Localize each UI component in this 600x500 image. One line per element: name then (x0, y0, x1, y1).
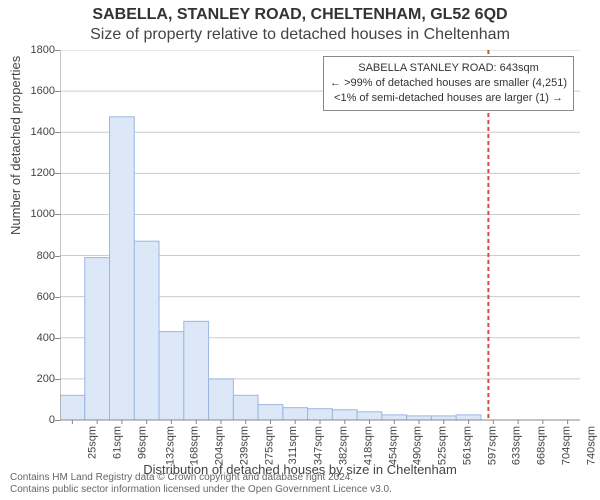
y-axis-label: Number of detached properties (8, 56, 23, 235)
x-tick-label: 275sqm (263, 426, 275, 465)
x-tick-label: 633sqm (511, 426, 523, 465)
y-tick-label: 0 (15, 414, 55, 426)
x-tick-label: 239sqm (239, 426, 251, 465)
x-tick-label: 561sqm (461, 426, 473, 465)
y-tick-label: 600 (15, 291, 55, 303)
x-tick-label: 454sqm (387, 426, 399, 465)
x-tick-label: 96sqm (136, 426, 148, 459)
histogram-bar (332, 410, 357, 420)
x-tick-label: 25sqm (87, 426, 99, 459)
histogram-bar (258, 405, 283, 420)
histogram-bar (357, 412, 382, 420)
histogram-bar (382, 415, 407, 420)
annotation-line1: SABELLA STANLEY ROAD: 643sqm (330, 61, 567, 76)
x-tick-label: 347sqm (313, 426, 325, 465)
x-tick-label: 740sqm (585, 426, 597, 465)
histogram-bar (134, 241, 159, 420)
chart-title-line1: SABELLA, STANLEY ROAD, CHELTENHAM, GL52 … (0, 6, 600, 24)
footer-line1: Contains HM Land Registry data © Crown c… (10, 472, 392, 484)
histogram-bar (308, 409, 333, 420)
x-tick-label: 132sqm (164, 426, 176, 465)
y-tick-label: 400 (15, 332, 55, 344)
histogram-bar (456, 415, 481, 420)
x-tick-label: 597sqm (486, 426, 498, 465)
x-tick-label: 382sqm (338, 426, 350, 465)
histogram-bar (110, 117, 135, 420)
y-tick-label: 800 (15, 250, 55, 262)
footer-line2: Contains public sector information licen… (10, 484, 392, 496)
histogram-bar (233, 395, 258, 420)
chart-title-line2: Size of property relative to detached ho… (0, 26, 600, 44)
footer-attribution: Contains HM Land Registry data © Crown c… (10, 472, 392, 496)
histogram-bar (85, 258, 110, 420)
histogram-bar (159, 332, 184, 420)
x-tick-label: 704sqm (560, 426, 572, 465)
histogram-bar (431, 416, 456, 420)
x-tick-label: 61sqm (112, 426, 124, 459)
x-tick-label: 311sqm (288, 426, 300, 464)
annotation-line3: <1% of semi-detached houses are larger (… (330, 91, 567, 106)
histogram-bar (407, 416, 432, 420)
histogram-bar (209, 379, 234, 420)
y-tick-label: 1800 (15, 44, 55, 56)
x-tick-label: 418sqm (362, 426, 374, 465)
annotation-line2: ← >99% of detached houses are smaller (4… (330, 76, 567, 91)
x-tick-label: 668sqm (536, 426, 548, 465)
histogram-bar (60, 395, 85, 420)
x-tick-label: 490sqm (412, 426, 424, 465)
histogram-bar (184, 321, 209, 420)
y-tick-label: 200 (15, 373, 55, 385)
chart-plot-area: SABELLA STANLEY ROAD: 643sqm ← >99% of d… (60, 50, 580, 420)
x-tick-label: 168sqm (189, 426, 201, 465)
x-tick-label: 204sqm (214, 426, 226, 465)
x-tick-label: 525sqm (437, 426, 449, 465)
annotation-box: SABELLA STANLEY ROAD: 643sqm ← >99% of d… (323, 56, 574, 111)
histogram-bar (283, 408, 308, 420)
